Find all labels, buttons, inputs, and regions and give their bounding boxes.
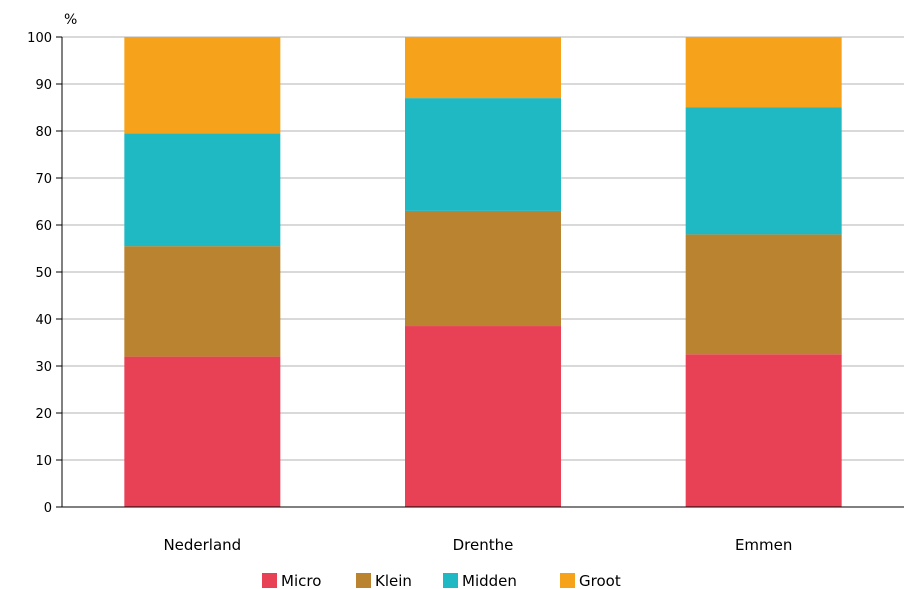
x-category-label: Emmen (735, 536, 792, 554)
y-tick-label: 30 (35, 360, 52, 375)
legend-swatch (560, 573, 575, 588)
bar-segment-micro (405, 326, 561, 507)
bar-segment-midden (124, 133, 281, 247)
y-tick-label: 100 (27, 31, 52, 46)
x-category-label: Nederland (163, 536, 241, 554)
legend-swatch (262, 573, 277, 588)
bar-segment-midden (685, 107, 842, 235)
y-tick-label: 90 (35, 78, 52, 93)
bar-segment-midden (405, 98, 561, 211)
y-tick-label: 10 (35, 454, 52, 469)
axes: 0 10 20 30 40 50 60 70 80 90 100 Nederland Drenthe Em… (27, 31, 904, 554)
bar-segment-klein (405, 210, 561, 327)
x-category-label: Drenthe (453, 536, 514, 554)
legend-swatch (356, 573, 371, 588)
bar-segment-micro (685, 354, 842, 507)
legend-swatch (443, 573, 458, 588)
legend-item-groot: Groot (560, 572, 621, 589)
legend-item-midden: Midden (443, 572, 517, 589)
y-tick-label: 50 (35, 266, 52, 281)
y-tick-label: 20 (35, 407, 52, 422)
y-axis-unit-label: % (64, 12, 77, 28)
legend-label: Micro (281, 572, 321, 589)
bar-segment-micro (124, 356, 281, 507)
y-tick-label: 40 (35, 313, 52, 328)
y-tick-label: 0 (44, 501, 52, 516)
bar-segment-groot (405, 37, 561, 99)
legend-label: Groot (579, 572, 621, 589)
legend-item-klein: Klein (356, 572, 412, 589)
bar-stack-drenthe (405, 37, 561, 507)
bar-segment-klein (124, 246, 281, 357)
bar-segment-klein (685, 234, 842, 355)
y-tick-label: 70 (35, 172, 52, 187)
legend-item-micro: Micro (262, 572, 321, 589)
legend-label: Midden (462, 572, 517, 589)
y-tick-label: 60 (35, 219, 52, 234)
legend-label: Klein (375, 572, 412, 589)
bar-segment-groot (124, 37, 281, 134)
bar-stack-emmen (685, 37, 842, 507)
y-tick-label: 80 (35, 125, 52, 140)
legend: Micro Klein Midden Groot (262, 572, 621, 589)
bar-stacks (124, 37, 842, 507)
bar-stack-nederland (124, 37, 281, 507)
bar-segment-groot (685, 37, 842, 108)
